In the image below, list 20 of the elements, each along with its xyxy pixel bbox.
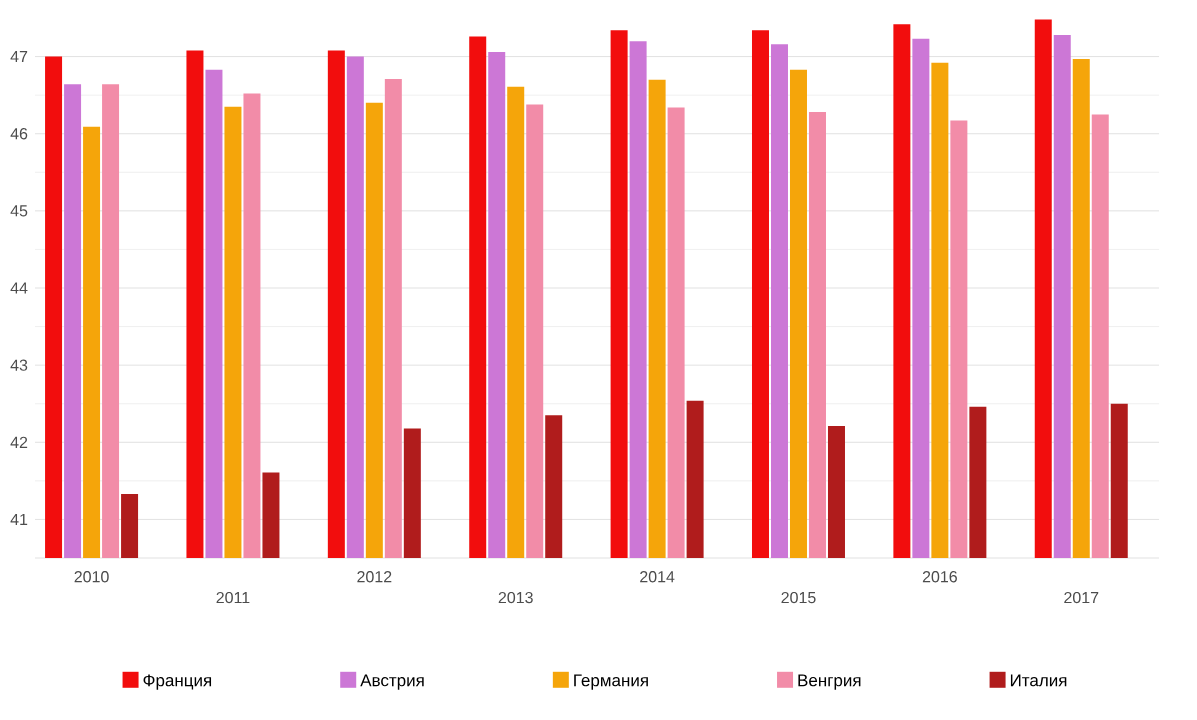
x-tick-label: 2013	[498, 591, 533, 604]
x-tick-label: 2017	[1064, 591, 1099, 604]
y-tick-label: 43	[10, 359, 28, 371]
x-tick-label: 2016	[922, 571, 957, 583]
legend-label: Франция	[143, 674, 212, 690]
y-tick-label: 41	[10, 513, 28, 525]
legend-label: Италия	[1010, 674, 1067, 687]
legend-label: Венгрия	[798, 674, 861, 690]
y-tick-label: 47	[10, 51, 28, 63]
y-tick-label: 42	[10, 436, 28, 448]
x-tick-label: 2012	[357, 571, 392, 583]
y-tick-label: 44	[10, 282, 28, 294]
y-tick-label: 46	[10, 128, 28, 140]
y-tick-label: 45	[10, 205, 28, 217]
x-tick-label: 2011	[216, 591, 250, 604]
x-tick-label: 2010	[74, 571, 109, 583]
x-tick-label: 2014	[640, 571, 675, 583]
x-tick-label: 2015	[781, 591, 816, 604]
legend-label: Германия	[574, 674, 648, 690]
legend-label: Австрия	[360, 674, 424, 690]
